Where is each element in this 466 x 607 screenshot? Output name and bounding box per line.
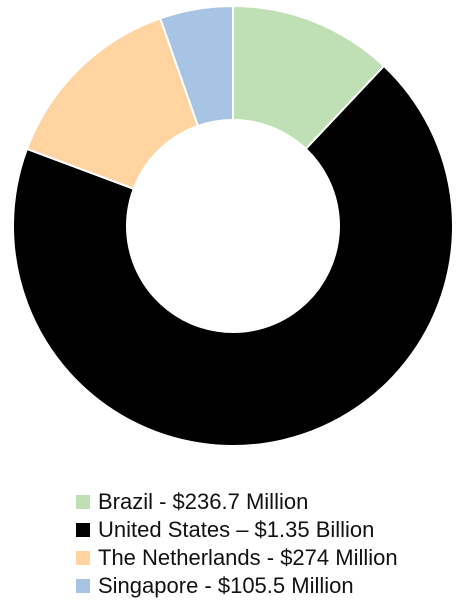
legend-label-the-netherlands: The Netherlands - $274 Million — [98, 545, 398, 570]
legend-item-singapore: Singapore - $105.5 Million — [76, 572, 398, 600]
slice-singapore — [158, 4, 234, 128]
slice-the-netherlands — [25, 17, 200, 191]
donut-chart — [12, 4, 454, 447]
legend-swatch-the-netherlands — [76, 551, 90, 565]
legend-swatch-singapore — [76, 579, 90, 593]
legend-label-brazil: Brazil - $236.7 Million — [98, 489, 309, 514]
legend-item-the-netherlands: The Netherlands - $274 Million — [76, 544, 398, 572]
legend-item-united-states: United States – $1.35 Billion — [76, 516, 398, 544]
legend-label-singapore: Singapore - $105.5 Million — [98, 573, 354, 598]
slice-united-states — [12, 64, 454, 447]
legend-swatch-brazil — [76, 495, 90, 509]
legend-item-brazil: Brazil - $236.7 Million — [76, 488, 398, 516]
chart-legend: Brazil - $236.7 Million United States – … — [76, 488, 398, 600]
legend-swatch-united-states — [76, 523, 90, 537]
legend-label-united-states: United States – $1.35 Billion — [98, 517, 375, 542]
